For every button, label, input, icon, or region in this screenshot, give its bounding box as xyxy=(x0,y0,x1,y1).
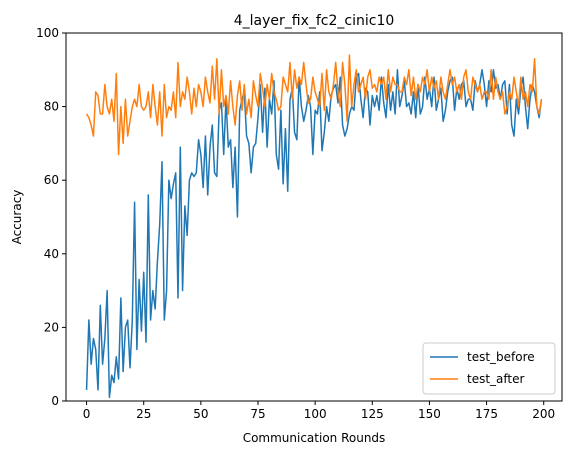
y-tick-label: 80 xyxy=(44,100,59,114)
legend-box xyxy=(422,342,556,395)
chart-title: 4_layer_fix_fc2_cinic10 xyxy=(234,13,395,29)
x-tick-label: 175 xyxy=(475,407,498,421)
y-tick-label: 60 xyxy=(44,173,59,187)
x-tick-label: 100 xyxy=(304,407,327,421)
series-line-test-before xyxy=(85,69,543,399)
x-tick-label: 50 xyxy=(193,407,208,421)
x-axis-title: Communication Rounds xyxy=(243,431,386,445)
x-axis: 0 25 50 75 100 125 150 175 200 xyxy=(83,401,555,421)
legend-label-test-before: test_before xyxy=(467,350,535,364)
x-tick-label: 125 xyxy=(361,407,384,421)
y-tick-label: 100 xyxy=(36,26,59,40)
legend-label-test-after: test_after xyxy=(467,372,525,386)
plot-frame xyxy=(65,32,563,402)
series-group xyxy=(85,54,543,399)
x-tick-label: 75 xyxy=(250,407,265,421)
y-tick-label: 40 xyxy=(44,247,59,261)
series-line-test-after xyxy=(85,54,543,156)
x-tick-label: 200 xyxy=(532,407,555,421)
y-tick-label: 0 xyxy=(51,394,59,408)
y-tick-label: 20 xyxy=(44,320,59,334)
x-tick-label: 25 xyxy=(136,407,151,421)
x-tick-label: 0 xyxy=(83,407,91,421)
legend: test_before test_after xyxy=(422,342,556,395)
y-axis-title: Accuracy xyxy=(10,190,24,245)
y-axis: 0 20 40 60 80 100 xyxy=(36,26,66,408)
x-tick-label: 150 xyxy=(418,407,441,421)
